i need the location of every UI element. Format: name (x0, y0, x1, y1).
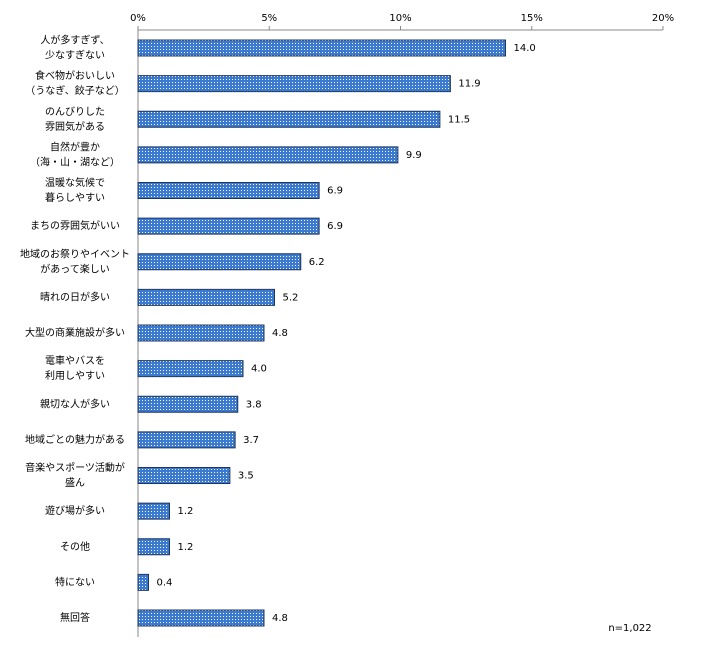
bar (137, 288, 275, 306)
y-tick-label-line: 人が多すぎず、 (40, 34, 109, 47)
y-tick-label-line: その他 (60, 540, 90, 553)
data-label: 6.2 (309, 257, 325, 268)
y-tick-label-line: （海・山・湖など） (30, 155, 120, 168)
data-label: 5.2 (283, 292, 299, 303)
y-tick-label-line: 地域ごとの魅力がある (25, 433, 125, 446)
y-tick-label: 無回答 (60, 611, 90, 624)
bar (137, 253, 302, 271)
x-tick-label: 10% (389, 13, 411, 24)
y-tick-label-line: 雰囲気がある (45, 120, 105, 133)
data-label: 3.8 (246, 399, 262, 410)
bar (137, 217, 320, 235)
y-tick-label: 人が多すぎず、少なすぎない (40, 34, 109, 62)
bar (137, 573, 149, 591)
y-tick-label-line: 食べ物がおいしい (35, 69, 115, 82)
bar (137, 431, 236, 449)
data-label: 3.5 (238, 471, 254, 482)
y-tick-label-line: 晴れの日が多い (40, 290, 110, 303)
y-tick-label: まちの雰囲気がいい (30, 219, 120, 232)
bar (137, 182, 320, 199)
y-tick-label-line: 少なすぎない (45, 49, 105, 62)
bar (137, 467, 231, 484)
data-label: 9.9 (406, 150, 422, 161)
bar (137, 538, 170, 556)
y-tick-label: 親切な人が多い (40, 397, 110, 410)
y-tick-label: 温暖な気候で暮らしやすい (45, 176, 105, 204)
y-tick-label: 自然が豊か （海・山・湖など） (30, 140, 120, 168)
y-tick-label: その他 (60, 540, 90, 553)
x-tick-label: 5% (261, 13, 277, 24)
data-label: 0.4 (157, 577, 173, 588)
y-tick-label-line: のんびりした (45, 106, 105, 118)
data-label: 1.2 (178, 542, 194, 553)
y-tick-label-line: 盛ん (65, 476, 85, 489)
y-tick-label: 地域ごとの魅力がある (25, 433, 125, 446)
y-tick-label: 特にない (55, 576, 95, 588)
y-tick-label: 遊び場が多い (45, 504, 105, 517)
y-tick-label: 大型の商業施設が多い (25, 326, 125, 339)
data-label: 4.0 (251, 364, 267, 375)
bar (137, 75, 451, 93)
y-tick-label: 食べ物がおいしい （うなぎ、餃子など） (25, 69, 125, 97)
bar (137, 146, 399, 164)
data-label: 1.2 (178, 506, 194, 517)
y-tick-label-line: 音楽やスポーツ活動が (25, 461, 125, 474)
y-tick-label: 晴れの日が多い (40, 290, 110, 303)
y-tick-label-line: 自然が豊か (50, 140, 100, 153)
y-tick-label-line: 遊び場が多い (45, 504, 105, 517)
y-tick-label-line: 無回答 (60, 611, 90, 624)
data-label: 4.8 (272, 613, 288, 624)
bar (137, 609, 265, 627)
data-label: 11.5 (448, 114, 470, 125)
data-label: 6.9 (327, 186, 343, 197)
data-label: 6.9 (327, 221, 343, 232)
y-tick-label-line: （うなぎ、餃子など） (25, 84, 125, 97)
bar (137, 502, 170, 520)
bar (137, 360, 244, 378)
y-tick-label-line: 温暖な気候で (45, 176, 105, 189)
bar (137, 110, 441, 128)
data-label: 4.8 (272, 328, 288, 339)
y-tick-label-line: 利用しやすい (45, 370, 105, 382)
y-tick-label-line: 大型の商業施設が多い (25, 326, 125, 339)
y-tick-label: 電車やバスを利用しやすい (45, 354, 105, 382)
y-tick-label-line: 特にない (55, 576, 95, 588)
y-tick-label-line: 親切な人が多い (40, 397, 110, 410)
y-tick-label-line: まちの雰囲気がいい (30, 219, 120, 232)
bar (137, 324, 265, 342)
data-label: 11.9 (458, 79, 480, 90)
bar (137, 39, 506, 57)
data-label: 14.0 (514, 43, 536, 54)
y-tick-label-line: 電車やバスを (45, 354, 105, 367)
y-tick-label: 地域のお祭りやイベントがあって楽しい (20, 247, 130, 275)
x-tick-label: 15% (521, 13, 543, 24)
bar (137, 395, 239, 413)
y-tick-label-line: 地域のお祭りやイベント (20, 247, 130, 260)
y-tick-label: 音楽やスポーツ活動が盛ん (25, 461, 125, 489)
y-tick-label: のんびりした雰囲気がある (45, 106, 105, 133)
x-tick-label: 0% (130, 13, 146, 24)
data-label: 3.7 (243, 435, 259, 446)
y-tick-label-line: 暮らしやすい (45, 191, 105, 204)
x-tick-label: 20% (652, 13, 674, 24)
y-tick-label-line: があって楽しい (40, 262, 110, 275)
annotation: n=1,022 (608, 623, 651, 634)
